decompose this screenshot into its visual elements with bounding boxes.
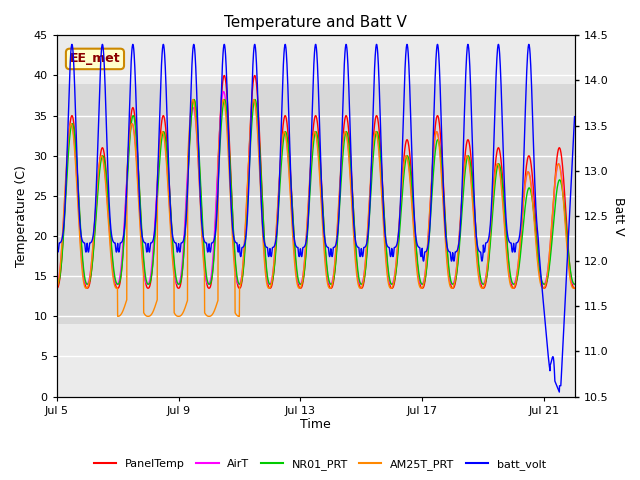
X-axis label: Time: Time [300,419,331,432]
Legend: PanelTemp, AirT, NR01_PRT, AM25T_PRT, batt_volt: PanelTemp, AirT, NR01_PRT, AM25T_PRT, ba… [90,455,550,474]
Title: Temperature and Batt V: Temperature and Batt V [224,15,407,30]
Text: EE_met: EE_met [70,52,120,65]
Y-axis label: Batt V: Batt V [612,197,625,235]
Bar [57,84,575,324]
Y-axis label: Temperature (C): Temperature (C) [15,165,28,267]
